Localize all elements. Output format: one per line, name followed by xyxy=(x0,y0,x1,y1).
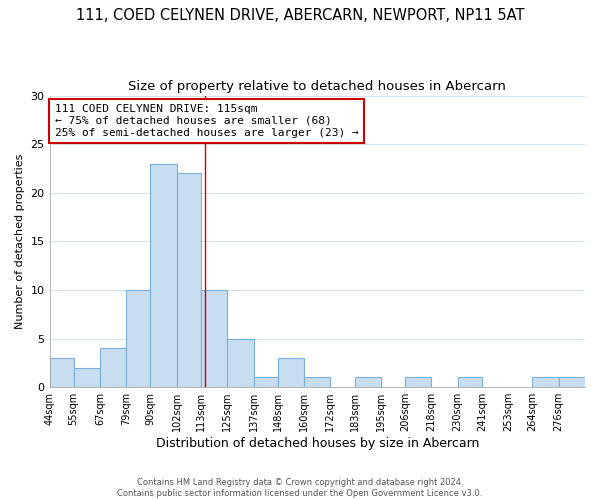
Text: Contains HM Land Registry data © Crown copyright and database right 2024.
Contai: Contains HM Land Registry data © Crown c… xyxy=(118,478,482,498)
Bar xyxy=(74,368,100,387)
Bar xyxy=(50,358,74,387)
Bar xyxy=(405,378,431,387)
Y-axis label: Number of detached properties: Number of detached properties xyxy=(15,154,25,329)
Bar xyxy=(278,358,304,387)
Bar xyxy=(151,164,177,387)
Bar xyxy=(201,290,227,387)
Title: Size of property relative to detached houses in Abercarn: Size of property relative to detached ho… xyxy=(128,80,506,93)
X-axis label: Distribution of detached houses by size in Abercarn: Distribution of detached houses by size … xyxy=(155,437,479,450)
Bar xyxy=(254,378,278,387)
Bar xyxy=(559,378,585,387)
Bar xyxy=(100,348,127,387)
Bar xyxy=(458,378,482,387)
Bar xyxy=(532,378,559,387)
Bar xyxy=(227,338,254,387)
Text: 111 COED CELYNEN DRIVE: 115sqm
← 75% of detached houses are smaller (68)
25% of : 111 COED CELYNEN DRIVE: 115sqm ← 75% of … xyxy=(55,104,359,138)
Bar xyxy=(127,290,151,387)
Bar xyxy=(177,174,201,387)
Bar xyxy=(304,378,331,387)
Text: 111, COED CELYNEN DRIVE, ABERCARN, NEWPORT, NP11 5AT: 111, COED CELYNEN DRIVE, ABERCARN, NEWPO… xyxy=(76,8,524,22)
Bar xyxy=(355,378,381,387)
